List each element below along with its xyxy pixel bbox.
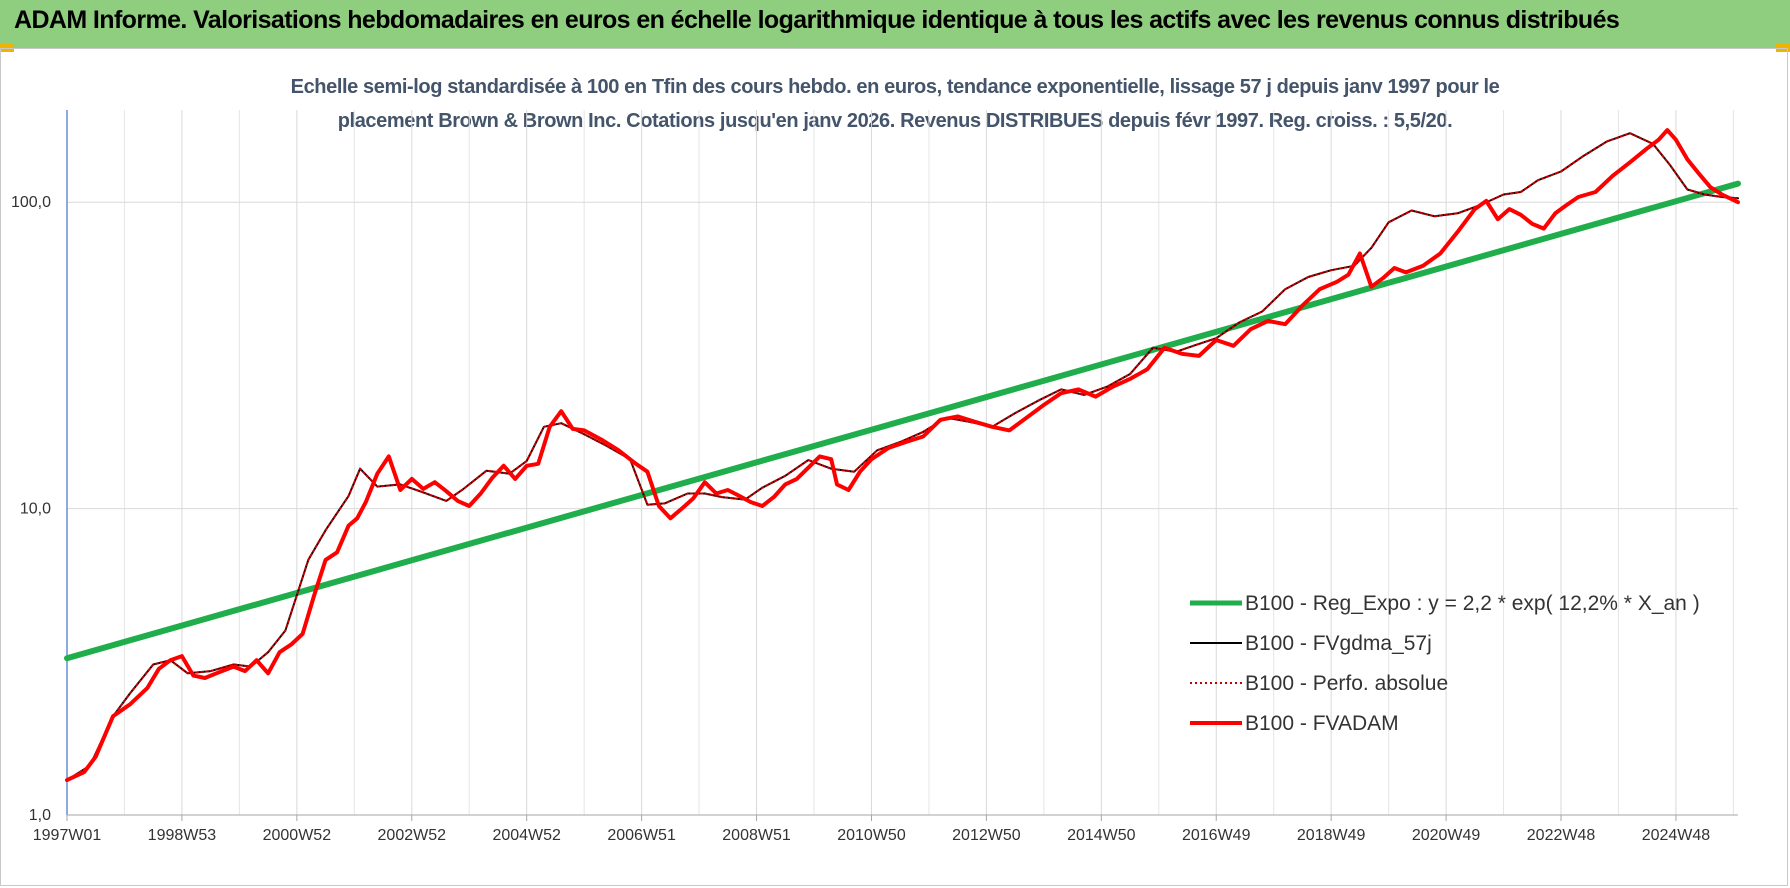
header-bar: ADAM Informe. Valorisations hebdomadaire…	[0, 0, 1790, 49]
page-title: ADAM Informe. Valorisations hebdomadaire…	[14, 6, 1620, 34]
legend-label-0: B100 - Reg_Expo : y = 2,2 * exp( 12,2% *…	[1245, 592, 1700, 615]
x-tick-label: 2000W52	[263, 827, 332, 844]
y-tick-label: 10,0	[20, 501, 51, 518]
x-tick-label: 1998W53	[148, 827, 217, 844]
x-tick-label: 2014W50	[1067, 827, 1136, 844]
axes: 1,0 10,0 100,0 1997W01 1998W53 2000W52 2002W52…	[11, 110, 1738, 844]
series-group	[64, 128, 1741, 783]
x-tick-label: 2010W50	[837, 827, 906, 844]
x-tick-label: 2004W52	[492, 827, 561, 844]
x-tick-label: 2024W48	[1642, 827, 1711, 844]
x-tick-label: 2008W51	[722, 827, 791, 844]
series-line-2	[66, 132, 1739, 782]
x-tick-label: 2022W48	[1527, 827, 1596, 844]
x-tick-label: 2018W49	[1297, 827, 1366, 844]
series-line-3	[65, 128, 1740, 783]
x-tick-label: 2012W50	[952, 827, 1021, 844]
x-tick-label: 2006W51	[607, 827, 676, 844]
y-tick-label: 100,0	[11, 194, 51, 211]
x-tick-label: 2002W52	[378, 827, 447, 844]
series-line-0	[64, 180, 1741, 662]
legend: B100 - Reg_Expo : y = 2,2 * exp( 12,2% *…	[1190, 592, 1700, 735]
legend-label-3: B100 - FVADAM	[1245, 712, 1399, 735]
legend-label-1: B100 - FVgdma_57j	[1245, 632, 1432, 655]
chart-frame	[0, 48, 1788, 886]
y-tick-label: 1,0	[29, 807, 51, 824]
chart-title: Echelle semi-log standardisée à 100 en T…	[290, 76, 1500, 98]
chart-subtitle: placement Brown & Brown Inc. Cotations j…	[337, 110, 1453, 132]
x-tick-label: 2016W49	[1182, 827, 1251, 844]
grid	[66, 110, 1738, 816]
x-tick-label: 2020W49	[1412, 827, 1481, 844]
legend-label-2: B100 - Perfo. absolue	[1245, 672, 1448, 695]
series-line-1	[66, 132, 1739, 782]
x-tick-label: 1997W01	[33, 827, 102, 844]
